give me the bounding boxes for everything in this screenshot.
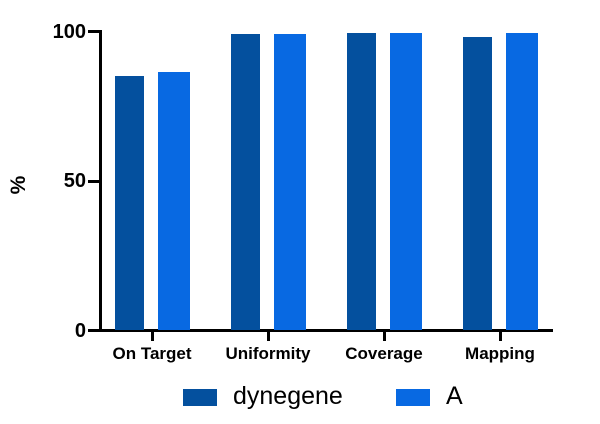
bar-A-uniformity [274,34,306,330]
bar-A-on-target [158,71,190,330]
x-tick [150,332,154,341]
x-category-label: On Target [112,344,192,363]
x-category-label: Mapping [465,344,535,363]
bar-A-coverage [390,32,422,330]
bar-dynegene-on-target [115,76,144,330]
x-category-label: Uniformity [225,344,311,363]
y-tick-label: 50 [63,170,86,192]
x-tick [498,332,502,341]
bar-dynegene-mapping [463,37,492,330]
y-tick [88,30,102,33]
bar-dynegene-coverage [347,32,376,330]
y-tick-label: 0 [74,319,86,342]
x-category-label: Coverage [345,344,423,363]
x-axis-line [99,329,553,332]
legend-label-A: A [446,382,463,410]
legend-label-dynegene: dynegene [233,382,343,410]
y-tick-label: 100 [52,20,86,43]
bar-A-mapping [506,32,538,330]
x-tick [382,332,386,341]
y-tick [88,179,102,183]
y-tick [88,329,102,332]
x-tick [266,332,270,341]
legend-swatch-dynegene [183,389,217,406]
bar-dynegene-uniformity [231,34,260,330]
legend-swatch-A [396,389,430,406]
